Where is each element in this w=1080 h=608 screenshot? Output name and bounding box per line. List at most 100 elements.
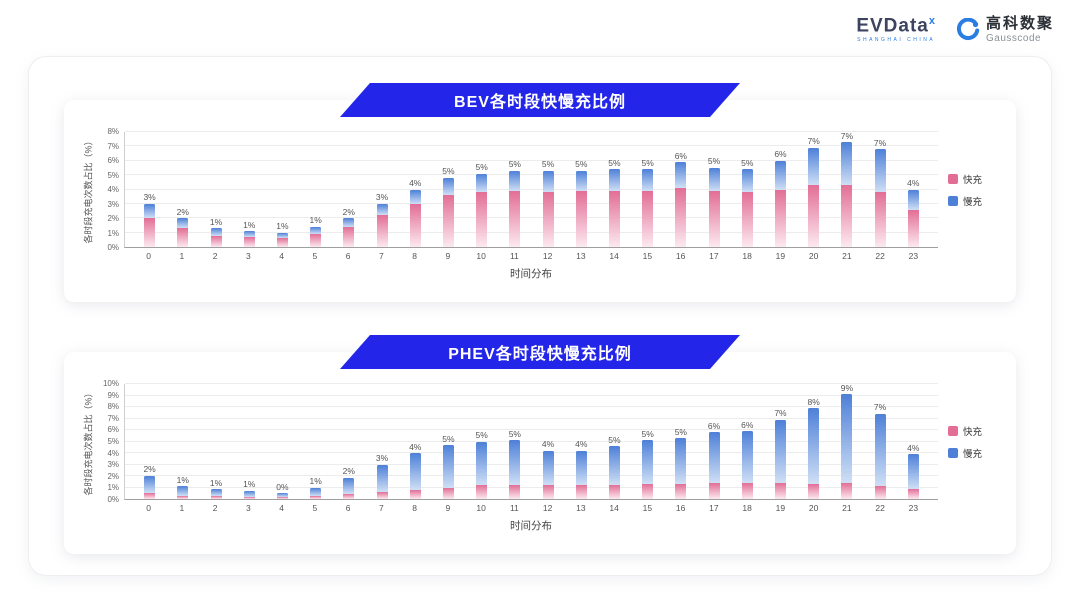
bar-segment-fast [442,195,454,247]
bar-segment-fast [708,190,720,247]
gausscode-subtitle: Gausscode [985,32,1042,44]
bar-segment-fast [476,192,488,247]
bar-value-label: 2% [342,206,355,217]
bar-segment-slow [243,490,255,497]
y-tick-label: 8% [107,127,119,136]
bar-value-label: 6% [741,419,754,430]
y-tick-label: 0% [107,495,119,504]
y-tick-label: 1% [107,228,119,238]
bar-column: 1% [199,218,232,247]
bar-segment-fast [276,238,288,247]
bar-segment-slow [675,162,687,189]
bar-segment-slow [774,419,786,483]
bar-value-label: 4% [907,442,920,453]
gausscode-text: 高科数聚 Gausscode [985,15,1054,44]
x-tick-label: 22 [875,251,885,261]
legend-item-slow[interactable]: 慢充 [948,194,1004,208]
bar-segment-fast [642,484,654,499]
x-tick-label: 18 [742,251,752,261]
bar-column: 5% [498,430,531,499]
gridline [125,486,938,488]
bar-column: 5% [565,160,598,247]
y-tick-label: 0% [107,243,119,252]
bar-segment-fast [144,493,156,499]
y-axis-title: 各时段充电次数占比（%） [83,136,94,244]
bar-segment-fast [741,482,753,499]
y-axis-title: 各时段充电次数占比（%） [83,388,94,496]
legend-item-fast[interactable]: 快充 [948,172,1004,186]
x-tick-label: 8 [412,503,417,513]
bar-segment-fast [575,485,587,499]
bar-value-label: 1% [209,477,223,488]
bar-column: 7% [863,139,896,247]
bar-value-label: 4% [409,178,422,189]
x-tick-label: 19 [775,503,786,513]
gridline [125,452,938,453]
y-tick-label: 7% [107,413,119,423]
bar-segment-fast [509,485,521,499]
bar-column: 6% [697,422,730,499]
bev-chart-legend: 快充 慢充 [938,132,1004,248]
bar-segment-fast [343,226,355,247]
x-tick-label: 18 [742,503,752,513]
bar-segment-slow [808,147,820,186]
y-tick-label: 3% [107,199,119,209]
bar-segment-fast [841,185,853,247]
bar-column: 9% [830,384,863,499]
gausscode-logo: 高科数聚 Gausscode [956,15,1054,44]
legend-item-fast[interactable]: 快充 [948,424,1004,438]
bar-column: 2% [332,208,365,247]
bar-segment-fast [708,482,720,499]
y-tick-label: 9% [107,390,119,400]
phev-plot: 2% 1% 1% 1% 0% 1% 2% 3% 4% 5% 5% 5% 4% 4% 5% 5% 5% 6% 6% 7%… [124,383,938,500]
x-tick-label: 13 [576,503,586,513]
x-tick-label: 21 [842,503,852,513]
bar-value-label: 5% [442,166,455,177]
bar-segment-slow [741,431,753,483]
bar-value-label: 7% [873,402,887,413]
bar-value-label: 5% [508,159,521,170]
y-tick-label: 8% [107,402,119,412]
bar-column: 4% [399,179,432,247]
y-tick-label: 3% [107,460,119,470]
bar-value-label: 1% [243,219,256,230]
bar-segment-fast [741,192,753,247]
bar-value-label: 7% [807,136,820,147]
x-tick-label: 11 [509,251,519,261]
bar-segment-fast [442,487,454,499]
bar-column: 3% [133,193,166,247]
bar-column: 3% [365,454,398,499]
gridline [125,463,938,465]
bar-segment-fast [542,485,554,499]
legend-item-slow[interactable]: 慢充 [948,446,1004,460]
x-tick-label: 2 [212,503,218,513]
bar-column: 4% [531,440,564,499]
bar-column: 5% [631,159,664,247]
bar-segment-slow [376,203,388,216]
bar-segment-slow [741,169,753,193]
bar-segment-fast [907,209,919,247]
bar-segment-slow [642,169,654,191]
bar-segment-slow [642,440,654,484]
bar-value-label: 5% [741,157,754,168]
bar-value-label: 5% [641,428,654,439]
x-tick-label: 6 [345,251,351,261]
x-tick-label: 2 [212,251,218,261]
bar-value-label: 5% [475,162,488,173]
bar-column: 1% [166,476,199,499]
bar-value-label: 1% [243,479,256,490]
bar-value-label: 5% [575,159,588,170]
bar-column: 6% [764,150,797,247]
gridline [125,475,938,476]
bar-column: 2% [166,208,199,247]
gridline [125,417,938,419]
bar-segment-slow [874,413,886,487]
y-tick-label: 6% [107,425,119,435]
bar-column: 5% [697,157,730,247]
bar-segment-slow [310,487,322,496]
bar-column: 6% [731,421,764,499]
bar-value-label: 1% [309,215,322,226]
x-tick-label: 13 [576,251,586,261]
bar-column: 2% [332,467,365,499]
bar-segment-fast [276,497,288,499]
